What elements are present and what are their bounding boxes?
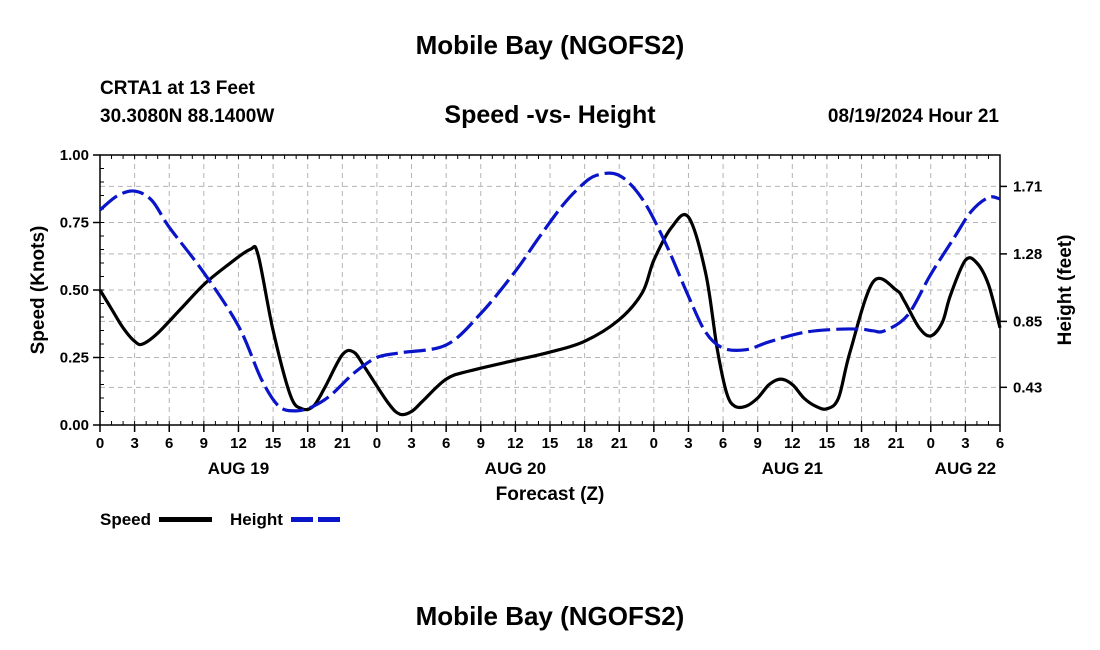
- ticks-layer: 0 3 6 9 12 15 18 21 0 3 6 9 12 15 18 21 0 3 6 9 12 15 18 21 0 3 6A…: [60, 147, 1042, 478]
- date-label: AUG 22: [935, 459, 996, 478]
- x-tick-label: 21: [888, 435, 905, 452]
- x-tick-label: 15: [265, 435, 282, 452]
- station-coords: 30.3080N 88.1400W: [100, 106, 275, 127]
- x-tick-label: 21: [611, 435, 628, 452]
- page-title: Mobile Bay (NGOFS2): [415, 30, 685, 60]
- legend-height-swatch: [291, 517, 343, 522]
- x-tick-label: 18: [299, 435, 316, 452]
- x-tick-label: 12: [230, 435, 247, 452]
- x-tick-label: 15: [819, 435, 836, 452]
- grid-layer: [100, 155, 1000, 425]
- legend-speed-label: Speed: [100, 510, 152, 529]
- x-tick-label: 0: [373, 435, 381, 452]
- speed-series-line: [98, 212, 1002, 417]
- station-label: CRTA1 at 13 Feet: [100, 78, 255, 99]
- x-tick-label: 12: [507, 435, 524, 452]
- x-tick-label: 9: [200, 435, 208, 452]
- height-series-line: [98, 171, 1001, 413]
- x-tick-label: 18: [853, 435, 870, 452]
- x-tick-label: 9: [754, 435, 762, 452]
- y-tick-label: 1.00: [60, 147, 89, 164]
- chart-title: Speed -vs- Height: [444, 101, 656, 129]
- date-label: AUG 19: [208, 459, 269, 478]
- x-tick-label: 3: [684, 435, 692, 452]
- x-tick-label: 0: [927, 435, 935, 452]
- x-tick-label: 21: [334, 435, 351, 452]
- x-tick-label: 6: [719, 435, 727, 452]
- y2-tick-label: 1.28: [1013, 246, 1042, 263]
- y-tick-label: 0.50: [60, 282, 89, 299]
- x-tick-label: 0: [96, 435, 104, 452]
- x-tick-label: 6: [442, 435, 450, 452]
- bottom-title: Mobile Bay (NGOFS2): [415, 601, 685, 631]
- y2-tick-label: 0.85: [1013, 313, 1042, 330]
- x-tick-label: 0: [650, 435, 658, 452]
- x-tick-label: 6: [165, 435, 173, 452]
- y-tick-label: 0.25: [60, 350, 89, 367]
- x-tick-label: 3: [130, 435, 138, 452]
- date-label: AUG 21: [762, 459, 823, 478]
- date-label: AUG 20: [485, 459, 546, 478]
- x-tick-label: 15: [542, 435, 559, 452]
- x-axis-label: Forecast (Z): [496, 484, 605, 505]
- forecast-datetime: 08/19/2024 Hour 21: [827, 106, 999, 127]
- x-tick-label: 9: [477, 435, 485, 452]
- legend-height-label: Height: [230, 510, 283, 529]
- x-tick-label: 3: [407, 435, 415, 452]
- speed-height-chart: 0 3 6 9 12 15 18 21 0 3 6 9 12 15 18 21 0 3 6 9 12 15 18 21 0 3 6A…: [28, 147, 1076, 505]
- y2-tick-label: 1.71: [1013, 178, 1042, 195]
- y2-tick-label: 0.43: [1013, 379, 1042, 396]
- y-tick-label: 0.75: [60, 215, 89, 232]
- x-tick-label: 12: [784, 435, 801, 452]
- series-layer: [98, 171, 1002, 417]
- legend-speed-swatch: [159, 517, 212, 522]
- y-axis-label: Speed (Knots): [28, 226, 49, 355]
- x-tick-label: 18: [576, 435, 593, 452]
- x-tick-label: 3: [961, 435, 969, 452]
- y2-axis-label: Height (feet): [1055, 235, 1076, 346]
- y-tick-label: 0.00: [60, 417, 89, 434]
- x-tick-label: 6: [996, 435, 1004, 452]
